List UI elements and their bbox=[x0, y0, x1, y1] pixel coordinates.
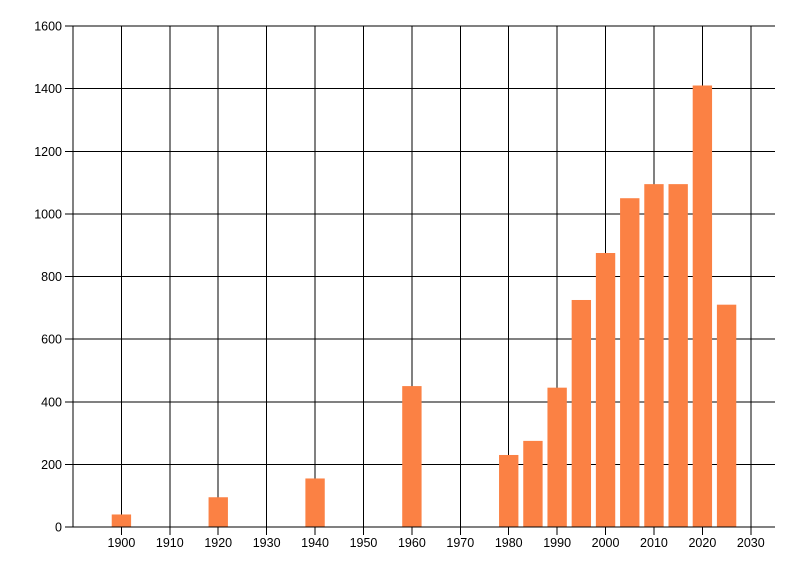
y-tick-label: 800 bbox=[41, 270, 62, 284]
x-tick-label: 1940 bbox=[301, 536, 329, 550]
x-tick-label: 1910 bbox=[156, 536, 184, 550]
bar bbox=[111, 514, 132, 527]
bar bbox=[620, 198, 640, 527]
y-tick-label: 200 bbox=[41, 458, 62, 472]
bar bbox=[305, 478, 325, 527]
bar bbox=[595, 253, 616, 527]
x-tick-label: 1950 bbox=[350, 536, 378, 550]
x-tick-label: 2030 bbox=[737, 536, 765, 550]
x-tick-label: 1960 bbox=[398, 536, 426, 550]
bar bbox=[523, 440, 543, 527]
y-tick-label: 1600 bbox=[34, 20, 62, 34]
y-tick-label: 1200 bbox=[34, 145, 62, 159]
x-tick-label: 1930 bbox=[253, 536, 281, 550]
y-tick-label: 600 bbox=[41, 333, 62, 347]
x-tick-label: 1900 bbox=[108, 536, 136, 550]
y-tick-label: 1400 bbox=[34, 82, 62, 96]
x-tick-label: 2020 bbox=[688, 536, 716, 550]
bar bbox=[716, 304, 737, 527]
bar bbox=[547, 387, 567, 527]
y-tick-label: 1000 bbox=[34, 207, 62, 221]
y-tick-label: 400 bbox=[41, 395, 62, 409]
bar bbox=[208, 497, 228, 527]
x-tick-label: 2010 bbox=[640, 536, 668, 550]
x-tick-label: 1970 bbox=[446, 536, 474, 550]
x-tick-label: 1920 bbox=[204, 536, 232, 550]
bar bbox=[499, 454, 519, 527]
x-tick-label: 1980 bbox=[495, 536, 523, 550]
bar bbox=[571, 299, 592, 527]
x-tick-label: 2000 bbox=[592, 536, 620, 550]
bar bbox=[644, 184, 664, 528]
bar bbox=[692, 85, 713, 528]
bar bbox=[402, 386, 422, 527]
bar bbox=[668, 184, 688, 528]
x-tick-label: 1990 bbox=[543, 536, 571, 550]
y-tick-label: 0 bbox=[55, 521, 62, 535]
